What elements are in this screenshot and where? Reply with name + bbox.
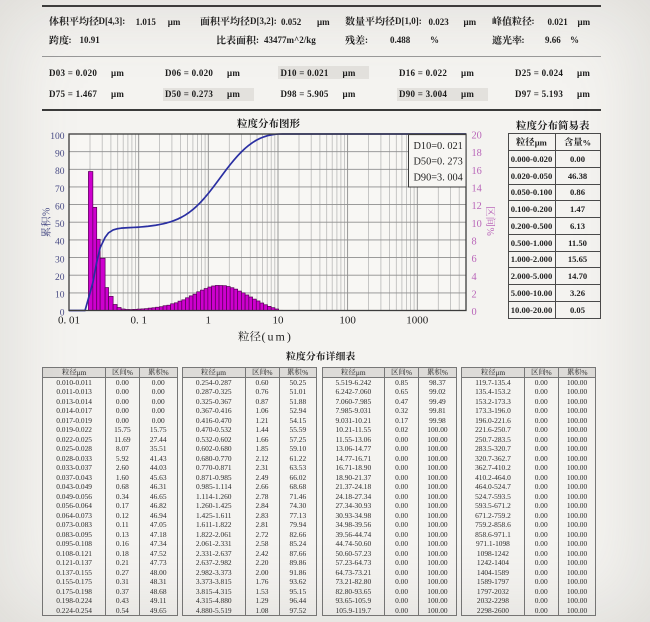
svg-text:50: 50 [55, 220, 65, 230]
svg-text:18: 18 [472, 148, 482, 159]
svg-text:8: 8 [472, 237, 477, 248]
svg-text:10: 10 [273, 315, 285, 327]
svg-text:0: 0 [60, 308, 65, 318]
svg-text:6: 6 [472, 254, 477, 265]
svg-text:20: 20 [472, 131, 482, 142]
svg-text:16: 16 [472, 166, 482, 177]
svg-text:1000: 1000 [406, 315, 429, 327]
svg-text:10: 10 [472, 219, 482, 230]
svg-text:14: 14 [472, 184, 482, 195]
svg-text:4: 4 [472, 272, 477, 283]
svg-text:%: % [42, 208, 53, 216]
svg-text:1: 1 [206, 315, 212, 327]
svg-text:30: 30 [55, 255, 65, 265]
svg-text:10: 10 [55, 291, 65, 301]
svg-text:100: 100 [339, 315, 356, 327]
svg-text:90: 90 [55, 150, 65, 160]
svg-text:20: 20 [55, 273, 65, 283]
svg-text:12: 12 [472, 201, 482, 212]
svg-text:D50=0. 273: D50=0. 273 [414, 157, 463, 168]
svg-text:%: % [484, 228, 495, 236]
svg-text:100: 100 [50, 132, 65, 142]
svg-text:D10=0. 021: D10=0. 021 [414, 141, 463, 152]
svg-text:D90=3. 004: D90=3. 004 [414, 172, 463, 183]
svg-text:60: 60 [55, 202, 65, 212]
svg-text:0: 0 [472, 307, 477, 318]
svg-text:70: 70 [55, 185, 65, 195]
svg-text:2: 2 [472, 290, 477, 301]
svg-text:(um): (um) [262, 329, 293, 343]
svg-text:40: 40 [55, 238, 65, 248]
svg-text:0. 01: 0. 01 [58, 315, 80, 327]
svg-text:0. 1: 0. 1 [130, 315, 147, 327]
svg-text:80: 80 [55, 167, 65, 177]
